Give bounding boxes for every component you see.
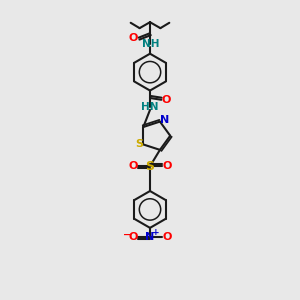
Text: O: O [128,232,137,242]
Text: +: + [152,228,159,237]
Text: O: O [163,232,172,242]
Text: S: S [135,140,143,149]
Text: O: O [163,161,172,171]
Text: −: − [123,230,131,239]
Text: NH: NH [142,39,160,49]
Text: N: N [146,232,154,242]
Text: S: S [146,160,154,173]
Text: HN: HN [141,102,158,112]
Text: N: N [160,116,169,125]
Text: O: O [162,95,171,105]
Text: O: O [128,161,137,171]
Text: O: O [129,33,138,43]
